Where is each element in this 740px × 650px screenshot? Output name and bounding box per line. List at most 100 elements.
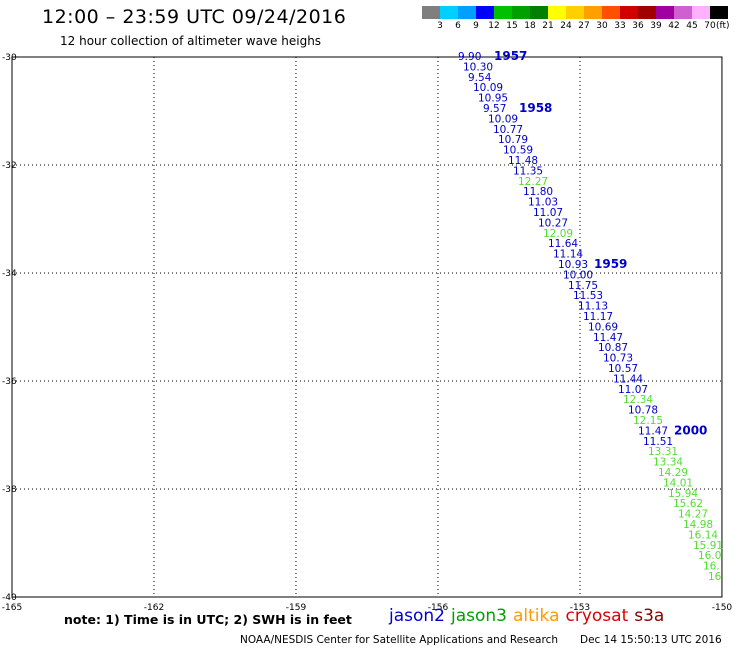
scale-label: 6 <box>455 21 461 31</box>
satellite-label-altika: altika <box>513 606 560 626</box>
wave-height-value: 11.64 <box>548 238 578 250</box>
wave-height-value: 10.09 <box>488 113 518 125</box>
wave-height-value: 10.00 <box>563 269 593 281</box>
scale-label: 18 <box>524 21 536 31</box>
wave-height-value: 11.13 <box>578 301 608 313</box>
scale-swatch <box>440 6 458 19</box>
wave-height-value: 16. <box>703 561 720 573</box>
scale-label: 30 <box>596 21 608 31</box>
lat-tick-label: -40 <box>2 593 17 603</box>
time-label: 1958 <box>519 101 552 115</box>
satellite-label-cryosat: cryosat <box>565 606 629 626</box>
timestamp-text: Dec 14 15:50:13 UTC 2016 <box>580 634 722 646</box>
lon-tick-label: -162 <box>144 603 164 613</box>
scale-swatch <box>548 6 566 19</box>
wave-height-value: 14.98 <box>683 519 713 531</box>
wave-height-value: 15.91 <box>693 540 723 552</box>
wave-height-value: 10.27 <box>538 217 568 229</box>
wave-height-value: 16.0 <box>698 550 721 562</box>
lon-tick-label: -150 <box>712 603 733 613</box>
satellite-label-s3a: s3a <box>634 606 665 626</box>
wave-height-value: 11.35 <box>513 165 543 177</box>
wave-height-value: 10.78 <box>628 405 658 417</box>
scale-swatch <box>710 6 728 19</box>
scale-label: 42 <box>668 21 680 31</box>
wave-height-value: 11.48 <box>508 155 538 167</box>
wave-height-value: 10.09 <box>473 82 503 94</box>
observation-layer: 9.9010.309.5410.0910.959.5710.0910.7710.… <box>458 51 723 583</box>
wave-height-value: 10.30 <box>463 61 493 73</box>
scale-swatch <box>638 6 656 19</box>
scale-swatch <box>422 6 440 19</box>
wave-height-value: 12.34 <box>623 394 653 406</box>
wave-height-value: 10.77 <box>493 124 523 136</box>
scale-label: 21 <box>542 21 554 31</box>
wave-height-value: 13.31 <box>648 446 678 458</box>
scale-swatch <box>458 6 476 19</box>
scale-swatch <box>620 6 638 19</box>
scale-swatch <box>494 6 512 19</box>
scale-unit: (ft) <box>716 21 730 31</box>
time-label: 1957 <box>494 49 527 63</box>
scale-swatch <box>530 6 548 19</box>
wave-height-value: 11.14 <box>553 249 583 261</box>
credit-text: NOAA/NESDIS Center for Satellite Applica… <box>240 634 558 646</box>
scale-label: 27 <box>578 21 590 31</box>
time-label: 1959 <box>594 257 627 271</box>
lat-tick-label: -32 <box>2 161 17 171</box>
wave-height-value: 10.57 <box>608 363 638 375</box>
scale-swatch <box>656 6 674 19</box>
lat-tick-label: -30 <box>2 53 17 63</box>
lat-tick-label: -34 <box>2 269 17 279</box>
map-frame <box>11 56 723 598</box>
map-grid: -30 -32 -34 -36 -38 -40-165 -162 -159 -156 -153 -1… <box>2 53 733 613</box>
wave-height-value: 9.54 <box>468 72 492 84</box>
scale-label: 3 <box>437 21 443 31</box>
satellite-label-jason2: jason2 <box>389 606 445 626</box>
scale-swatch <box>602 6 620 19</box>
scale-swatch <box>692 6 710 19</box>
scale-label: 15 <box>506 21 518 31</box>
wave-height-value: 14.27 <box>678 509 708 521</box>
wave-height-value: 11.07 <box>533 207 563 219</box>
scale-label: 70 <box>704 21 716 31</box>
footer-note: note: 1) Time is in UTC; 2) SWH is in fe… <box>64 612 352 627</box>
wave-height-value: 10.59 <box>503 145 533 157</box>
scale-swatch <box>476 6 494 19</box>
scale-label: 45 <box>686 21 698 31</box>
time-label-layer: 1957 1958 1959 2000 <box>494 49 707 437</box>
wave-height-value: 10.93 <box>558 259 588 271</box>
wave-height-value: 10.95 <box>478 93 508 105</box>
scale-label: 39 <box>650 21 662 31</box>
wave-height-value: 9.90 <box>458 51 481 63</box>
satellite-legend: jason2 jason3 altika cryosat s3a <box>389 606 670 626</box>
wave-height-value: 12.09 <box>543 228 573 240</box>
page-subtitle: 12 hour collection of altimeter wave hei… <box>60 34 322 48</box>
lat-tick-label: -38 <box>2 485 17 495</box>
lon-tick-label: -156 <box>428 603 449 613</box>
wave-height-value: 9.57 <box>483 103 506 115</box>
scale-swatch <box>584 6 602 19</box>
wave-height-value: 11.47 <box>593 332 623 344</box>
wave-height-value: 11.51 <box>643 436 673 448</box>
wave-height-value: 10.79 <box>498 134 528 146</box>
scale-swatch <box>512 6 530 19</box>
wave-height-value: 10.69 <box>588 321 618 333</box>
wave-height-value: 11.80 <box>523 186 553 198</box>
wave-height-value: 11.44 <box>613 373 643 385</box>
scale-label: 24 <box>560 21 572 31</box>
lat-tick-label: -36 <box>2 377 17 387</box>
wave-height-value: 11.07 <box>618 384 648 396</box>
lon-tick-label: -165 <box>2 603 22 613</box>
scale-label: 12 <box>488 21 500 31</box>
wave-height-value: 10.73 <box>603 353 633 365</box>
satellite-label-jason3: jason3 <box>451 606 507 626</box>
wave-height-value: 15.94 <box>668 488 698 500</box>
time-label: 2000 <box>674 423 707 437</box>
scale-label: 9 <box>473 21 479 31</box>
scale-label: 33 <box>614 21 626 31</box>
wave-height-value: 16 <box>708 571 722 583</box>
wave-height-value: 15.62 <box>673 498 703 510</box>
wave-height-value: 11.17 <box>583 311 613 323</box>
